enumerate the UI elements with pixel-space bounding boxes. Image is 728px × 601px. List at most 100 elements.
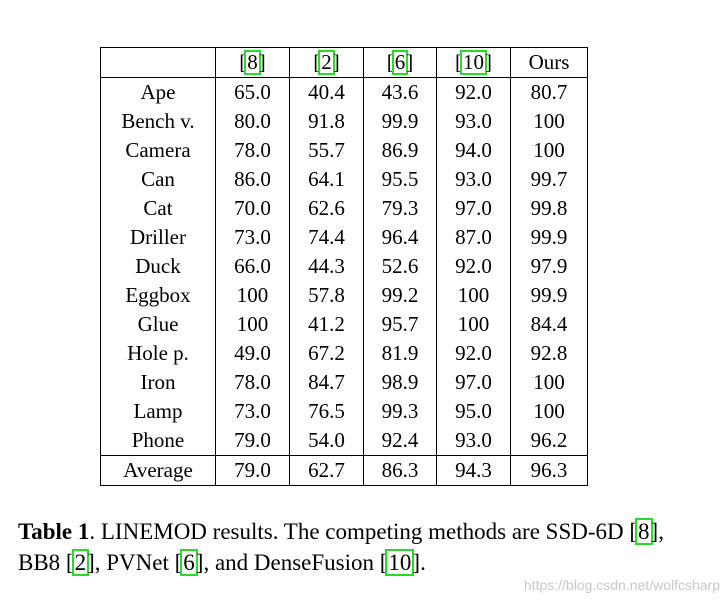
table-cell: 92.0 [436, 77, 511, 107]
citation-link[interactable]: 6 [180, 549, 198, 576]
table-cell: 91.8 [289, 107, 364, 136]
table-cell: 52.6 [363, 252, 437, 281]
table-cell: 74.4 [289, 223, 364, 252]
header-cell-ref-6[interactable]: [6] [363, 47, 437, 78]
table-cell: 73.0 [215, 397, 290, 426]
citation-link[interactable]: 2 [318, 50, 335, 75]
table-cell: 95.0 [436, 397, 511, 426]
table-cell: 100 [436, 281, 511, 310]
caption-text: . LINEMOD results. The competing methods… [89, 519, 638, 544]
table-cell: 100 [215, 310, 290, 339]
table-row: Glue 100 41.2 95.7 100 84.4 [100, 310, 588, 339]
table-row: Hole p. 49.0 67.2 81.9 92.0 92.8 [100, 339, 588, 368]
table-cell: 87.0 [436, 223, 511, 252]
table-cell: 100 [436, 310, 511, 339]
table-cell: 64.1 [289, 165, 364, 194]
citation-link[interactable]: 8 [635, 518, 653, 545]
citation-link[interactable]: 2 [71, 549, 90, 576]
table-cell: 92.4 [363, 426, 437, 456]
table-cell: 96.3 [510, 455, 588, 486]
table-cell: 62.6 [289, 194, 364, 223]
table-cell: 80.7 [510, 77, 588, 107]
table-cell: 100 [510, 397, 588, 426]
citation-link[interactable]: 10 [385, 549, 415, 576]
row-label: Can [100, 165, 216, 194]
table-cell: 97.0 [436, 368, 511, 397]
row-label: Lamp [100, 397, 216, 426]
table-cell: 100 [510, 368, 588, 397]
table-cell: 94.3 [436, 455, 511, 486]
table-cell: 79.0 [215, 426, 290, 456]
table-body: Ape 65.0 40.4 43.6 92.0 80.7 Bench v. 80.0 91.8 9… [100, 77, 588, 456]
row-label: Average [100, 455, 216, 486]
table-cell: 99.3 [363, 397, 437, 426]
results-table: [8] [2] [6] [10] Ours Ape 65.0 40.4 43.6 92.… [100, 47, 588, 486]
table-cell: 86.3 [363, 455, 437, 486]
table-cell: 100 [510, 107, 588, 136]
table-cell: 99.9 [510, 281, 588, 310]
caption-text: ], and DenseFusion [ [195, 550, 388, 575]
table-cell: 78.0 [215, 368, 290, 397]
row-label: Iron [100, 368, 216, 397]
table-cell: 96.4 [363, 223, 437, 252]
row-label: Bench v. [100, 107, 216, 136]
table-cell: 95.7 [363, 310, 437, 339]
table-cell: 55.7 [289, 136, 364, 165]
citation-link[interactable]: 10 [460, 50, 487, 75]
row-label: Driller [100, 223, 216, 252]
table-cell: 98.9 [363, 368, 437, 397]
table-row: Bench v. 80.0 91.8 99.9 93.0 100 [100, 107, 588, 136]
table-cell: 92.8 [510, 339, 588, 368]
row-label: Glue [100, 310, 216, 339]
citation-link[interactable]: 8 [244, 50, 261, 75]
table-row: Lamp 73.0 76.5 99.3 95.0 100 [100, 397, 588, 426]
table-cell: 57.8 [289, 281, 364, 310]
table-row: Cat 70.0 62.6 79.3 97.0 99.8 [100, 194, 588, 223]
row-label: Eggbox [100, 281, 216, 310]
table-cell: 96.2 [510, 426, 588, 456]
table-caption: Table 1. LINEMOD results. The competing … [18, 516, 678, 578]
table-row: Camera 78.0 55.7 86.9 94.0 100 [100, 136, 588, 165]
caption-text: ], PVNet [ [87, 550, 183, 575]
table-cell: 100 [215, 281, 290, 310]
table-cell: 54.0 [289, 426, 364, 456]
row-label: Hole p. [100, 339, 216, 368]
table-cell: 49.0 [215, 339, 290, 368]
row-label: Phone [100, 426, 216, 456]
table-cell: 99.9 [510, 223, 588, 252]
table-cell: 86.0 [215, 165, 290, 194]
table-cell: 79.0 [215, 455, 290, 486]
table-cell: 66.0 [215, 252, 290, 281]
table-cell: 81.9 [363, 339, 437, 368]
table-cell: 94.0 [436, 136, 511, 165]
header-cell-ref-8[interactable]: [8] [215, 47, 290, 78]
row-label: Camera [100, 136, 216, 165]
table-cell: 97.9 [510, 252, 588, 281]
table-cell: 41.2 [289, 310, 364, 339]
header-cell-ref-2[interactable]: [2] [289, 47, 364, 78]
row-label: Duck [100, 252, 216, 281]
table-cell: 44.3 [289, 252, 364, 281]
table-cell: 100 [510, 136, 588, 165]
watermark: https://blog.csdn.net/wolfcsharp [523, 577, 720, 593]
table-cell: 97.0 [436, 194, 511, 223]
table-cell: 73.0 [215, 223, 290, 252]
table-cell: 84.4 [510, 310, 588, 339]
table-row: Can 86.0 64.1 95.5 93.0 99.7 [100, 165, 588, 194]
table-cell: 99.7 [510, 165, 588, 194]
table-cell: 67.2 [289, 339, 364, 368]
table-row: Ape 65.0 40.4 43.6 92.0 80.7 [100, 77, 588, 107]
header-cell-empty [100, 47, 216, 78]
table-row: Phone 79.0 54.0 92.4 93.0 96.2 [100, 426, 588, 456]
table-cell: 62.7 [289, 455, 364, 486]
table-row: Duck 66.0 44.3 52.6 92.0 97.9 [100, 252, 588, 281]
citation-link[interactable]: 6 [391, 50, 409, 75]
table-cell: 99.9 [363, 107, 437, 136]
table-cell: 99.8 [510, 194, 588, 223]
table-cell: 78.0 [215, 136, 290, 165]
table-cell: 79.3 [363, 194, 437, 223]
table-cell: 43.6 [363, 77, 437, 107]
row-label: Cat [100, 194, 216, 223]
header-cell-ref-10[interactable]: [10] [436, 47, 511, 78]
table-cell: 65.0 [215, 77, 290, 107]
